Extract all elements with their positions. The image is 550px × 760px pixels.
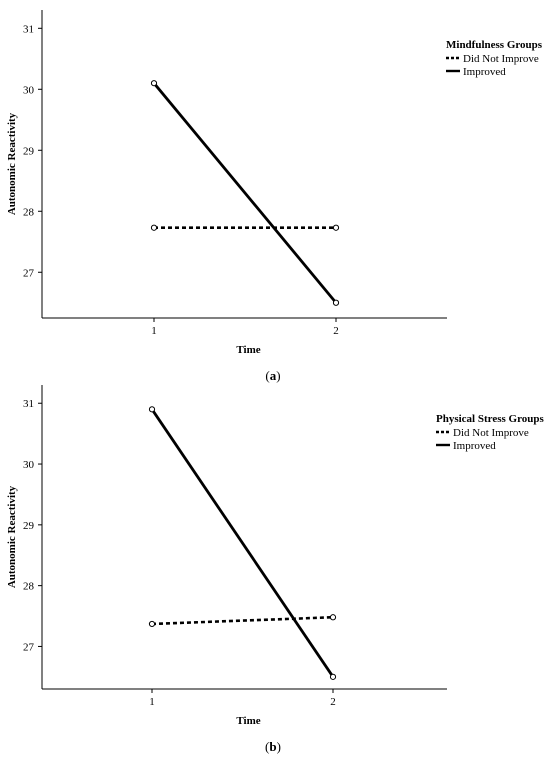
series-line-improved — [152, 82, 338, 304]
data-point — [332, 299, 340, 306]
x-tick-label: 2 — [330, 696, 336, 708]
data-point — [329, 673, 337, 680]
y-tick-label: 27 — [23, 267, 35, 279]
legend-entry: Improved — [453, 440, 496, 452]
y-tick-label: 30 — [23, 459, 35, 471]
y-axis-title: Autonomic Reactivity — [6, 485, 18, 588]
legend-entry: Did Not Improve — [453, 427, 529, 439]
data-point — [148, 406, 156, 413]
y-tick-label: 29 — [23, 520, 35, 532]
series-line-improved — [150, 408, 335, 678]
data-point — [150, 224, 158, 231]
data-point — [329, 614, 337, 621]
panel-caption: (a) — [265, 368, 280, 383]
y-axis-title: Autonomic Reactivity — [6, 112, 18, 215]
x-tick-label: 2 — [333, 325, 339, 337]
x-tick-label: 1 — [149, 696, 155, 708]
legend-title: Mindfulness Groups — [446, 39, 543, 51]
y-tick-label: 28 — [23, 581, 35, 593]
y-tick-label: 31 — [23, 23, 34, 35]
legend-entry: Improved — [463, 66, 506, 78]
y-tick-label: 29 — [23, 145, 35, 157]
x-axis-title: Time — [236, 344, 260, 356]
y-tick-label: 28 — [23, 206, 35, 218]
data-point — [332, 224, 340, 231]
x-axis-title: Time — [236, 715, 260, 727]
data-point — [150, 80, 158, 87]
legend-title: Physical Stress Groups — [436, 413, 544, 425]
y-tick-label: 30 — [23, 84, 35, 96]
legend-entry: Did Not Improve — [463, 53, 539, 65]
data-point — [148, 620, 156, 628]
x-tick-label: 1 — [151, 325, 157, 337]
y-tick-label: 27 — [23, 641, 35, 653]
series-line-did-not-improve — [151, 615, 334, 626]
chart-panel-1: 27 28 29 30 31 1 2 Time Autonomic Reactivity Mind… — [6, 10, 543, 383]
chart-panel-2: 27 28 29 30 31 1 2 Time Autonomic Reactivity Phys… — [6, 385, 544, 754]
y-tick-label: 31 — [23, 398, 34, 410]
legend: Physical Stress Groups Did Not ImproveImp… — [436, 413, 544, 452]
legend: Mindfulness Groups Did Not ImproveImprove… — [446, 39, 543, 78]
panel-caption: (b) — [265, 739, 281, 754]
